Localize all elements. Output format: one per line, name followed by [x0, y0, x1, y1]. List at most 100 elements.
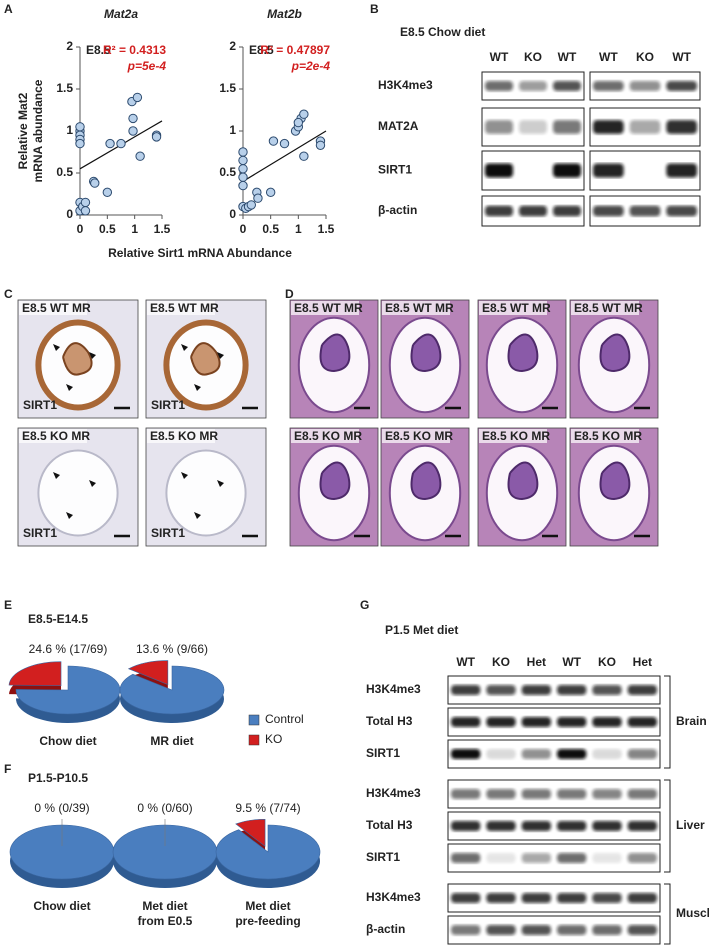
blot-band: [592, 820, 622, 832]
image-label: E8.5 KO MR: [294, 429, 362, 443]
annotation: E8.5: [86, 43, 111, 57]
image-label: E8.5 KO MR: [22, 429, 90, 443]
lane-label: WT: [672, 50, 691, 64]
decidua: [37, 449, 119, 537]
blot-band: [486, 820, 516, 832]
stain-label: SIRT1: [23, 526, 57, 540]
x-tick-label: 1: [295, 222, 302, 236]
point: [299, 151, 309, 161]
pie-slice: [119, 665, 225, 715]
embryo: [599, 333, 631, 373]
blot-band: [521, 748, 551, 760]
r-squared: R² = 0.4313: [103, 43, 166, 57]
lane-label: KO: [492, 655, 510, 669]
blot-band: [557, 684, 587, 696]
point: [315, 140, 326, 150]
pie-label: Met diet: [245, 899, 290, 913]
p-value: p=2e-4: [291, 59, 331, 73]
value-label: 9.5 % (7/74): [235, 801, 300, 815]
point: [238, 180, 248, 191]
pie-slice: [235, 818, 266, 847]
annotation: E8.5: [249, 43, 274, 57]
blot-band: [486, 684, 516, 696]
label-bg: [147, 301, 215, 315]
point: [128, 126, 138, 136]
blot-band: [451, 892, 481, 904]
embryo: [190, 342, 221, 376]
blot-band: [593, 205, 624, 217]
point: [268, 136, 279, 146]
arrowhead: [89, 480, 96, 487]
row-label: Total H3: [366, 818, 413, 832]
blot-band: [486, 852, 516, 864]
blot-band: [553, 120, 581, 134]
blot-band: [627, 684, 657, 696]
blot-frame: [481, 150, 585, 191]
x-tick-label: 1: [131, 222, 138, 236]
row-label: β-actin: [378, 203, 417, 217]
pie-slice: [9, 824, 115, 880]
blot-band: [451, 684, 481, 696]
image-label: E8.5 KO MR: [574, 429, 642, 443]
stain-label: SIRT1: [151, 526, 185, 540]
blot-band: [451, 788, 481, 800]
blot-band: [666, 120, 697, 134]
point: [132, 92, 143, 103]
point: [75, 122, 85, 132]
blot-band: [629, 80, 661, 92]
value-label: 0 % (0/39): [34, 801, 89, 815]
pie-label: Chow diet: [39, 734, 96, 748]
blot-band: [521, 716, 551, 728]
blot-band: [485, 120, 513, 134]
pie-slice: [8, 661, 62, 687]
blot-band: [666, 163, 697, 178]
blot-band: [553, 163, 581, 178]
lane-label: WT: [562, 655, 581, 669]
image-label: E8.5 KO MR: [482, 429, 550, 443]
lane-label: WT: [456, 655, 475, 669]
point: [80, 197, 91, 208]
chart-title: Mat2b: [267, 7, 302, 21]
pie-label: Met diet: [142, 899, 187, 913]
x-tick-label: 1.5: [154, 222, 171, 236]
blot-band: [486, 716, 516, 728]
x-tick-label: 1.5: [318, 222, 335, 236]
row-label: SIRT1: [366, 850, 400, 864]
blot-band: [627, 788, 657, 800]
panel-letter: C: [4, 287, 13, 301]
blot-title: E8.5 Chow diet: [400, 25, 485, 39]
image-label: E8.5 KO MR: [150, 429, 218, 443]
blot-band: [592, 716, 622, 728]
blot-band: [592, 892, 622, 904]
arrowhead: [53, 344, 60, 351]
value-label: 0 % (0/60): [137, 801, 192, 815]
point: [238, 155, 248, 166]
legend-swatch: [248, 714, 260, 726]
point: [279, 138, 290, 149]
label-bg: [291, 301, 359, 315]
arrowhead: [217, 480, 224, 487]
pie-slice: [15, 665, 121, 715]
arrowhead: [66, 512, 73, 519]
image-label: E8.5 WT MR: [385, 301, 454, 315]
bracket: [664, 883, 671, 945]
pie-slice: [127, 660, 169, 685]
point: [102, 187, 113, 198]
legend-swatch: [248, 734, 260, 746]
panel-letter: B: [370, 2, 379, 16]
value-label: 24.6 % (17/69): [29, 642, 108, 656]
blot-frame: [447, 779, 661, 809]
blot-band: [627, 892, 657, 904]
embryo: [507, 333, 539, 373]
blot-frame: [447, 739, 661, 769]
blot-band: [485, 205, 513, 217]
p-value: p=5e-4: [127, 59, 167, 73]
stain-label: SIRT1: [23, 398, 57, 412]
row-label: H3K4me3: [366, 890, 421, 904]
blot-band: [451, 748, 481, 760]
image-label: E8.5 KO MR: [385, 429, 453, 443]
blot-band: [521, 852, 551, 864]
lane-label: Het: [633, 655, 652, 669]
blot-band: [451, 820, 481, 832]
